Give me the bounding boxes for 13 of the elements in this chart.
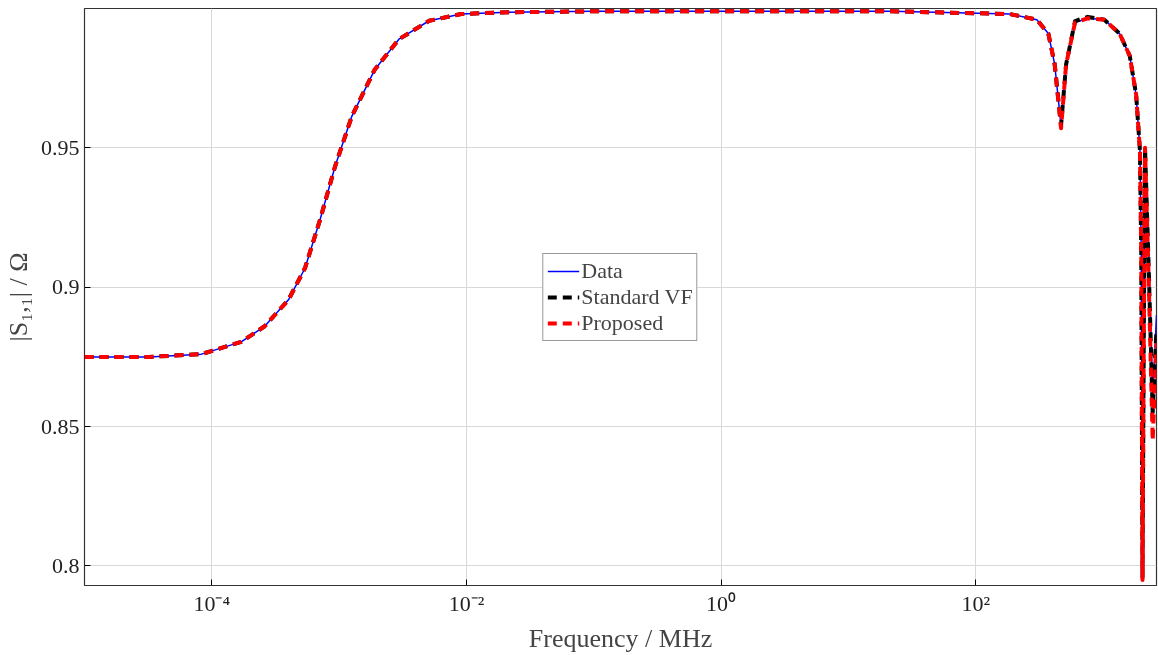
x-tick-label: 10⁰ xyxy=(706,590,737,616)
x-tick-label: 10² xyxy=(961,590,991,616)
y-tick-label: 0.9 xyxy=(52,274,80,300)
x-tick-label: 10⁻⁴ xyxy=(193,590,231,616)
y-tick-label: 0.85 xyxy=(41,413,80,439)
x-tick-label: 10⁻² xyxy=(448,590,485,616)
y-tick-label: 0.8 xyxy=(52,552,80,578)
legend-label: Data xyxy=(581,257,623,284)
y-axis-title: |S₁,₁| / Ω xyxy=(4,252,33,342)
legend-label: Proposed xyxy=(581,309,664,336)
x-axis-title: Frequency / MHz xyxy=(528,623,713,653)
y-tick-label: 0.95 xyxy=(41,134,80,160)
legend-label: Standard VF xyxy=(581,283,693,310)
